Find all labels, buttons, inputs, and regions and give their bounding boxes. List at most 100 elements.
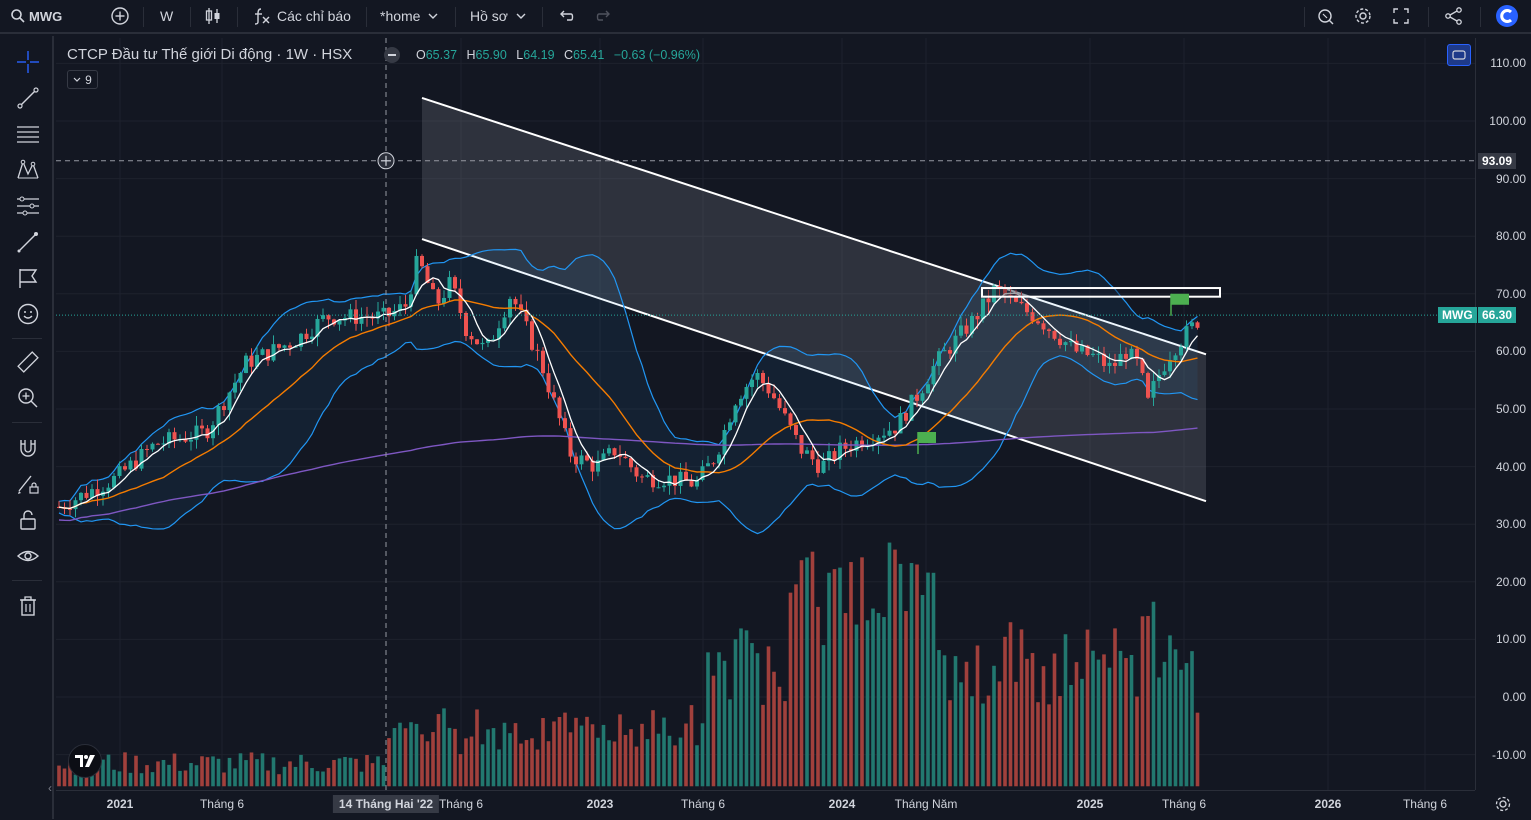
- brush-tool[interactable]: [14, 228, 42, 256]
- volume-bar: [1135, 696, 1139, 787]
- magnet-tool[interactable]: [14, 434, 42, 462]
- volume-bar: [370, 763, 375, 787]
- volume-bar: [260, 753, 265, 787]
- volume-bar: [1129, 654, 1134, 787]
- tradingview-logo[interactable]: [68, 744, 102, 778]
- interval-button[interactable]: W: [160, 0, 173, 32]
- candle-body: [123, 466, 127, 470]
- forecast-tool[interactable]: [14, 192, 42, 220]
- volume-bar: [871, 608, 875, 787]
- candle-body: [447, 277, 452, 298]
- undo-button[interactable]: [557, 0, 575, 32]
- chevron-down-icon: [516, 13, 526, 19]
- price-tick-label: 30.00: [1495, 517, 1526, 532]
- emoji-tool[interactable]: [14, 300, 42, 328]
- candle-body: [1041, 323, 1046, 330]
- separator: [1428, 7, 1429, 27]
- candle-body: [1074, 340, 1079, 352]
- indicators-button[interactable]: Các chỉ báo: [252, 0, 351, 32]
- brush-icon: [17, 232, 38, 253]
- candle-body: [739, 398, 743, 406]
- volume-bar: [563, 712, 567, 787]
- flag-icon: [19, 269, 38, 288]
- candle-body: [486, 339, 490, 343]
- brand-menu-button[interactable]: [1495, 0, 1519, 32]
- pattern-tool[interactable]: [14, 156, 42, 184]
- time-tick-label: Tháng 6: [199, 797, 245, 811]
- lock-drawing-tool[interactable]: [14, 470, 42, 498]
- share-button[interactable]: [1444, 0, 1464, 32]
- hide-all-tool[interactable]: [14, 542, 42, 570]
- time-axis[interactable]: 2021 Tháng 6 Tháng 6 2023 Tháng 6 2024 Tháng N…: [56, 790, 1475, 820]
- lock-all-tool[interactable]: [14, 506, 42, 534]
- low-value: 64.19: [523, 48, 555, 62]
- time-tick-label: Tháng 6: [438, 797, 484, 811]
- candle-body: [1014, 295, 1018, 302]
- volume-bar: [689, 705, 694, 787]
- candle-body: [244, 355, 248, 373]
- redo-button[interactable]: [595, 0, 613, 32]
- candle-body: [717, 454, 721, 464]
- fullscreen-button[interactable]: [1392, 0, 1410, 32]
- price-tick-label: 80.00: [1495, 229, 1526, 244]
- volume-bar: [777, 686, 782, 787]
- candle-body: [403, 304, 408, 307]
- candle-body: [1085, 345, 1090, 356]
- volume-bar: [222, 772, 226, 787]
- chart-type-button[interactable]: [204, 0, 222, 32]
- ruler-tool[interactable]: [14, 348, 42, 376]
- candle-body: [1173, 355, 1178, 361]
- profile-button[interactable]: Hồ sơ: [470, 0, 528, 32]
- settings-icon: [1355, 8, 1371, 24]
- lock-drawing-icon: [18, 475, 39, 494]
- volume-bar: [376, 756, 380, 787]
- volume-bar: [1107, 667, 1112, 787]
- alert-button[interactable]: [1316, 0, 1336, 32]
- candle-body: [1168, 360, 1172, 372]
- volume-bar: [656, 733, 661, 787]
- compare-button[interactable]: [110, 0, 130, 32]
- volume-bar: [986, 695, 991, 787]
- legend-toggle-icon[interactable]: [384, 47, 400, 63]
- settings-button[interactable]: [1353, 0, 1373, 32]
- zoom-icon: [18, 388, 38, 408]
- remove-drawings-tool[interactable]: [14, 592, 42, 620]
- volume-bar: [733, 639, 738, 787]
- symbol-search-button[interactable]: MWG: [10, 0, 62, 32]
- indicators-collapse-button[interactable]: 9: [67, 70, 98, 89]
- time-tick-label: Tháng 6: [1402, 797, 1448, 811]
- axis-settings-button[interactable]: [1494, 795, 1512, 813]
- candle-body: [794, 424, 798, 435]
- object-tree-button[interactable]: [1447, 44, 1471, 66]
- candle-body: [684, 471, 688, 481]
- search-icon: [11, 9, 25, 23]
- layout-button[interactable]: *home: [380, 0, 440, 32]
- collapse-panel-icon[interactable]: ‹: [48, 781, 52, 795]
- volume-bar: [1025, 658, 1029, 787]
- volume-bar: [909, 563, 914, 787]
- price-tick-label: 100.00: [1489, 114, 1526, 128]
- volume-bar: [178, 770, 182, 787]
- crosshair-tool[interactable]: [14, 48, 42, 76]
- volume-bar: [623, 734, 628, 787]
- ohlc-values: O65.37 H65.90 L64.19 C65.41 −0.63 (−0.96…: [416, 48, 700, 62]
- crosshair-icon: [17, 51, 39, 73]
- candle-body: [156, 443, 160, 445]
- candle-body: [535, 349, 540, 351]
- volume-bar: [475, 709, 479, 787]
- price-axis[interactable]: 110.00 100.00 90.00 80.00 70.00 60.00 50.00 40.…: [1475, 38, 1531, 790]
- zoom-tool[interactable]: [14, 384, 42, 412]
- candle-body: [711, 463, 716, 465]
- volume-bar: [106, 754, 111, 787]
- price-chart[interactable]: [56, 38, 1475, 790]
- separator: [1304, 7, 1305, 27]
- candle-body: [783, 408, 787, 414]
- volume-bar: [541, 718, 545, 787]
- volume-bar: [618, 714, 622, 787]
- separator: [237, 7, 238, 27]
- legend-title: CTCP Đầu tư Thế giới Di động · 1W · HSX: [67, 46, 353, 63]
- flag-tool[interactable]: [14, 264, 42, 292]
- trendline-tool[interactable]: [14, 84, 42, 112]
- fib-tool[interactable]: [14, 120, 42, 148]
- volume-bar: [915, 564, 919, 787]
